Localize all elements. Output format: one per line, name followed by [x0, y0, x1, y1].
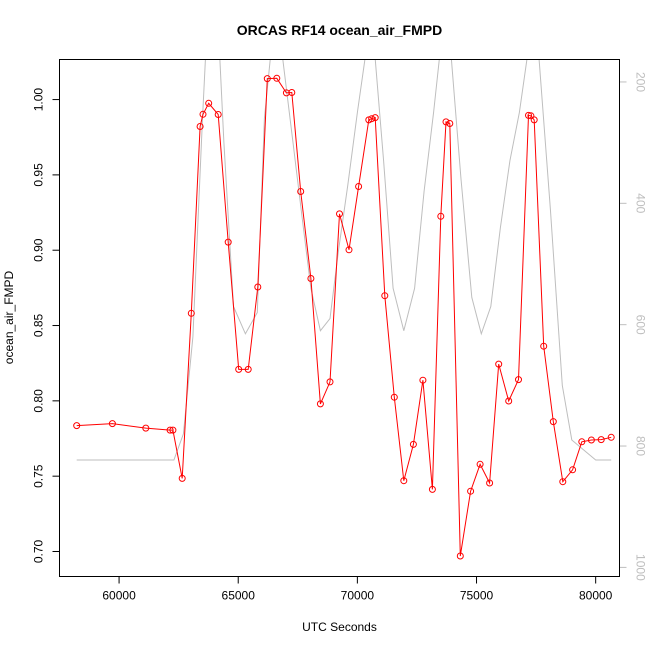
- data-point: [419, 376, 427, 384]
- data-point: [371, 114, 379, 122]
- data-point: [142, 424, 150, 432]
- plot-frame: [59, 59, 620, 577]
- data-point: [355, 183, 363, 190]
- chart-title: ORCAS RF14 ocean_air_FMPD: [237, 22, 442, 38]
- data-point: [442, 118, 450, 126]
- data-point: [476, 460, 484, 468]
- y-tick-label: 0.75: [32, 464, 46, 488]
- x-tick-label: 65000: [222, 589, 256, 603]
- data-point: [559, 478, 567, 486]
- y-tick-label: 0.85: [32, 313, 46, 337]
- y2-tick-label: 1000: [634, 554, 648, 581]
- y2-tick-label: 600: [634, 315, 648, 335]
- x-tick-label: 70000: [341, 589, 375, 603]
- data-point: [169, 426, 177, 434]
- data-point: [409, 440, 417, 448]
- y-tick-label: 0.70: [32, 539, 46, 563]
- data-point: [578, 438, 586, 446]
- y2-tick-label: 400: [634, 193, 648, 213]
- data-point: [187, 309, 195, 317]
- data-point: [224, 238, 232, 246]
- data-point: [486, 479, 494, 487]
- data-point: [196, 123, 204, 130]
- data-point: [263, 75, 271, 83]
- y-tick-label: 0.80: [32, 389, 46, 413]
- data-point: [297, 188, 305, 195]
- data-point: [244, 365, 252, 373]
- data-point: [273, 74, 281, 82]
- data-point: [282, 89, 290, 97]
- y-tick-label: 0.90: [32, 238, 46, 262]
- data-point: [381, 292, 389, 300]
- data-point: [597, 436, 605, 444]
- data-point: [73, 422, 81, 430]
- data-point: [569, 466, 577, 474]
- data-point: [199, 110, 207, 118]
- series-line: [76, 77, 612, 557]
- data-point: [166, 426, 174, 434]
- data-point: [437, 212, 445, 220]
- data-point: [178, 474, 186, 482]
- data-point: [235, 365, 243, 373]
- data-point: [428, 485, 436, 493]
- data-point: [515, 376, 522, 384]
- data-point: [467, 487, 475, 495]
- x-tick-label: 60000: [102, 589, 136, 603]
- data-point: [326, 378, 334, 386]
- x-tick-label: 75000: [460, 589, 494, 603]
- data-point: [607, 433, 615, 441]
- data-point: [214, 111, 222, 118]
- data-point: [495, 360, 503, 368]
- data-point: [205, 99, 213, 107]
- data-point: [345, 246, 353, 254]
- data-point: [254, 283, 262, 291]
- y2-tick-label: 200: [634, 72, 648, 92]
- y-axis-label: ocean_air_FMPD: [2, 270, 16, 364]
- y2-tick-label: 800: [634, 436, 648, 456]
- y-tick-label: 1.00: [32, 88, 46, 112]
- data-point: [400, 477, 408, 485]
- data-point: [540, 342, 548, 350]
- data-point: [525, 111, 532, 119]
- y-tick-label: 0.95: [32, 163, 46, 187]
- data-point: [390, 393, 398, 401]
- data-point: [368, 115, 376, 123]
- data-point: [446, 120, 454, 127]
- data-point: [456, 552, 464, 560]
- data-point: [307, 275, 315, 282]
- data-point: [505, 397, 513, 405]
- data-point: [108, 420, 116, 428]
- data-point: [549, 418, 557, 426]
- data-point: [288, 89, 296, 96]
- data-point: [530, 116, 538, 124]
- x-tick-label: 80000: [579, 589, 613, 603]
- data-point: [336, 210, 343, 218]
- data-point: [587, 436, 595, 444]
- data-point: [316, 400, 324, 408]
- series-line-right: [76, 59, 612, 461]
- x-axis-label: UTC Seconds: [302, 620, 377, 634]
